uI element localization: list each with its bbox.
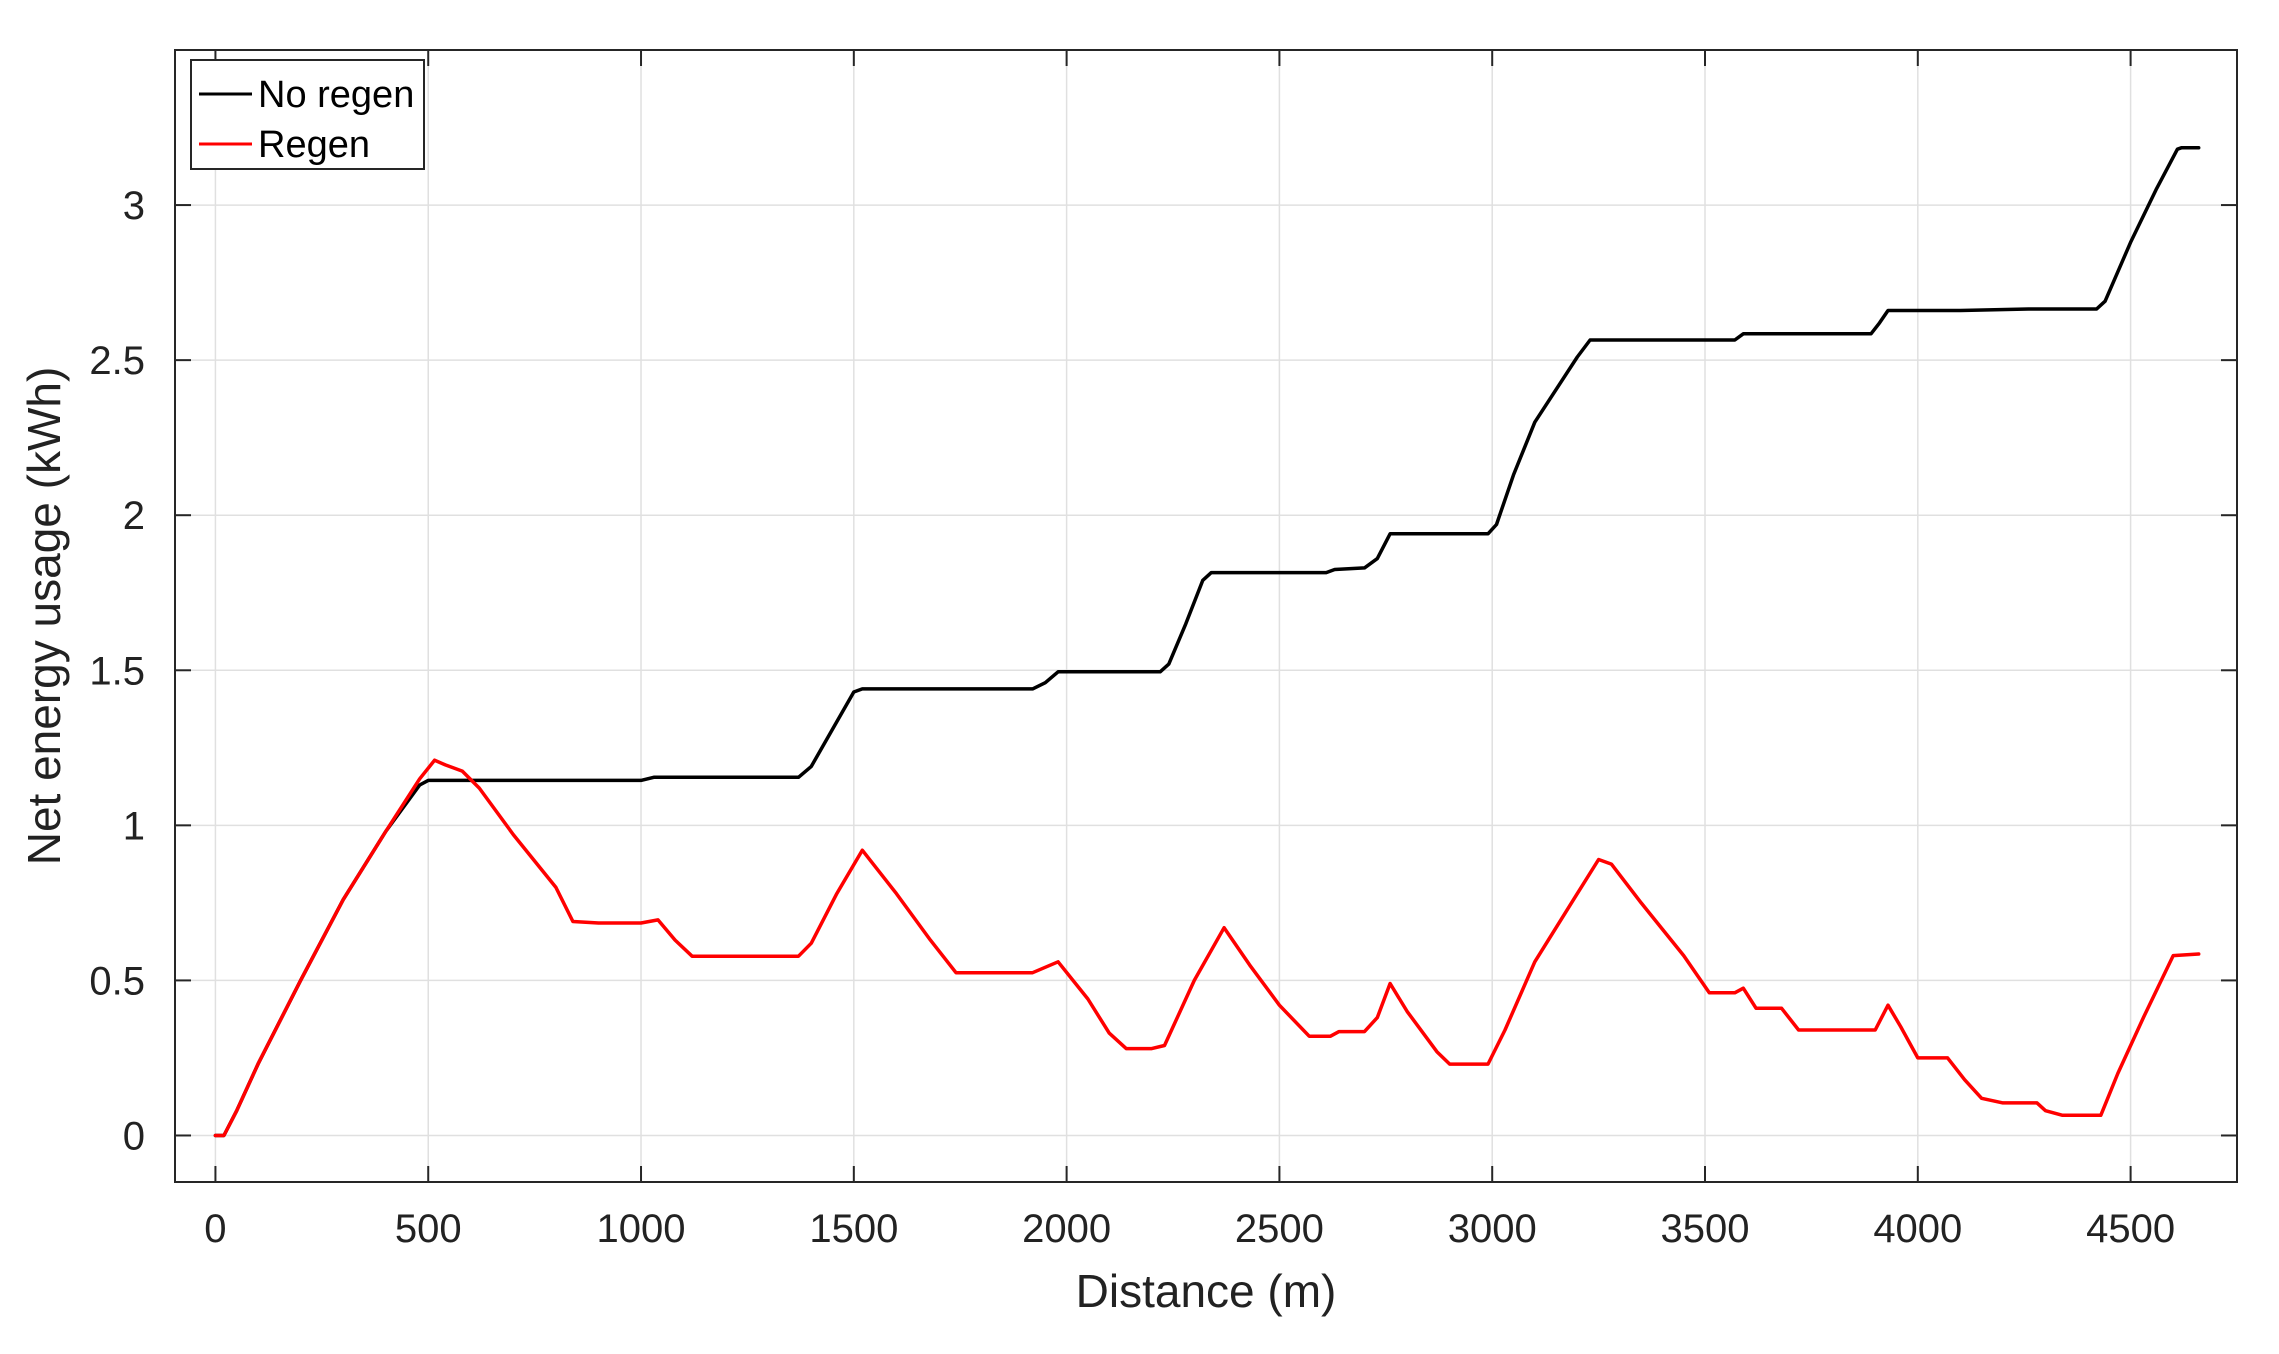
- y-tick-label: 0.5: [89, 959, 145, 1003]
- legend-box: [190, 59, 425, 170]
- legend: No regen Regen: [190, 59, 425, 170]
- x-tick-label: 0: [204, 1207, 226, 1251]
- y-tick-label: 3: [123, 184, 145, 228]
- x-tick-label: 2000: [1022, 1207, 1111, 1251]
- x-tick-label: 3000: [1448, 1207, 1537, 1251]
- y-axis-label: Net energy usage (kWh): [18, 367, 70, 866]
- legend-label-regen: Regen: [258, 124, 370, 166]
- x-tick-label: 4500: [2086, 1207, 2175, 1251]
- series-line-no-regen: [213, 145, 2201, 1138]
- axis-ticks: [175, 50, 2237, 1182]
- x-tick-label: 1000: [597, 1207, 686, 1251]
- grid-lines: [175, 50, 2237, 1182]
- y-tick-label: 2: [123, 494, 145, 538]
- tick-labels: 0 500 1000 1500 2000 2500 3000 3500 4000 4500 0 0.5…: [89, 184, 2175, 1251]
- y-tick-label: 0: [123, 1114, 145, 1158]
- x-tick-label: 3500: [1661, 1207, 1750, 1251]
- y-tick-label: 1: [123, 804, 145, 848]
- plot-area: [174, 49, 2238, 1183]
- legend-label-no-regen: No regen: [258, 74, 414, 116]
- x-tick-label: 2500: [1235, 1207, 1324, 1251]
- x-tick-label: 1500: [809, 1207, 898, 1251]
- y-tick-label: 2.5: [89, 339, 145, 383]
- x-tick-label: 500: [395, 1207, 462, 1251]
- series-line-regen: [213, 758, 2201, 1138]
- y-tick-label: 1.5: [89, 649, 145, 693]
- series-lines: [213, 145, 2201, 1138]
- x-axis-label: Distance (m): [1076, 1265, 1337, 1317]
- x-tick-label: 4000: [1873, 1207, 1962, 1251]
